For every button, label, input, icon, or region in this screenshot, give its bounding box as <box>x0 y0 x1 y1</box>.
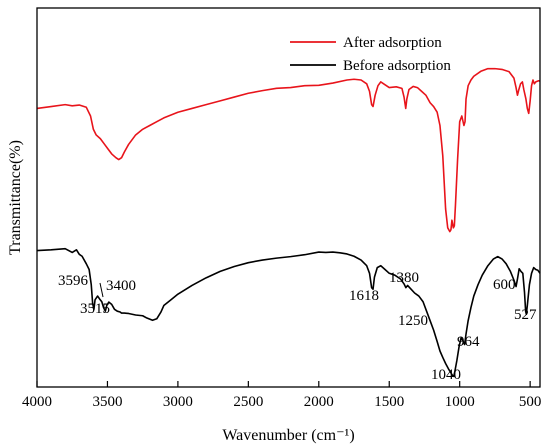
plot-frame <box>36 7 541 388</box>
peak-label-600: 600 <box>493 277 516 293</box>
peak-label-3515: 3515 <box>80 301 110 317</box>
x-tick-label-4000: 4000 <box>22 394 52 410</box>
x-tick-label-3500: 3500 <box>92 394 122 410</box>
x-axis-title: Wavenumber (cm⁻¹) <box>222 427 354 444</box>
peak-leader-3515 <box>99 282 104 298</box>
peak-label-3400: 3400 <box>106 278 136 294</box>
x-tick-label-3000: 3000 <box>163 394 193 410</box>
peak-label-1250: 1250 <box>398 313 428 329</box>
x-axis-ticks <box>36 381 531 387</box>
legend-label-after-adsorption: After adsorption <box>343 35 442 51</box>
x-tick-label-2500: 2500 <box>233 394 263 410</box>
peak-label-3596: 3596 <box>58 273 89 289</box>
x-tick-label-1500: 1500 <box>374 394 404 410</box>
peak-label-527: 527 <box>514 307 537 323</box>
series-line-before-adsorption <box>36 247 541 378</box>
x-tick-label-2000: 2000 <box>304 394 334 410</box>
peak-label-1618: 1618 <box>349 288 379 304</box>
legend: After adsorption Before adsorption <box>290 35 451 74</box>
x-tick-label-500: 500 <box>519 394 542 410</box>
y-axis-title: Transmittance(%) <box>7 140 24 255</box>
peak-label-964: 964 <box>457 334 480 350</box>
legend-label-before-adsorption: Before adsorption <box>343 58 451 74</box>
x-axis-tick-labels: 4000 3500 3000 2500 2000 1500 1000 500 <box>22 394 541 410</box>
peak-label-1380: 1380 <box>389 270 419 286</box>
series-line-after-adsorption <box>36 67 541 233</box>
peak-annotations: 3596 3515 3400 1618 1380 1250 1040 964 6… <box>58 270 537 383</box>
x-tick-label-1000: 1000 <box>445 394 475 410</box>
peak-label-1040: 1040 <box>431 367 461 383</box>
